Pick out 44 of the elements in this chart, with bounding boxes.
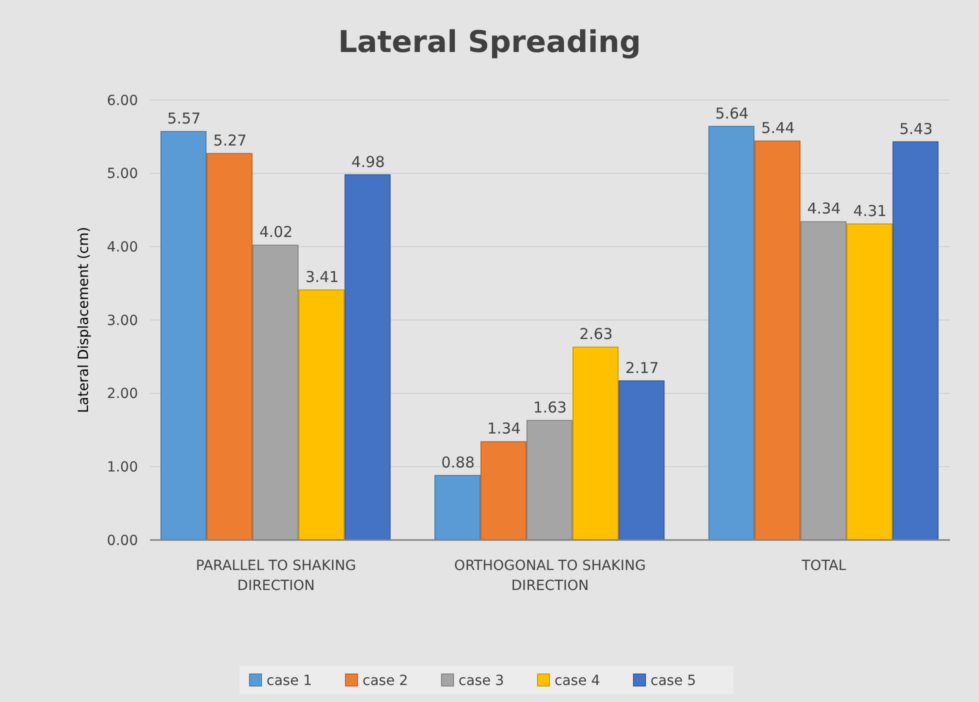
y-tick-label: 2.00 [106, 386, 138, 402]
data-label: 5.64 [715, 104, 749, 122]
y-axis-title: Lateral Displacement (cm) [76, 226, 92, 414]
bar [480, 441, 526, 540]
legend-label: case 3 [458, 672, 504, 689]
data-label: 5.57 [167, 110, 201, 128]
data-label: 1.34 [487, 420, 521, 438]
data-label: 5.27 [213, 132, 247, 150]
y-tick-label: 1.00 [106, 460, 138, 476]
bar [892, 141, 939, 540]
data-label: 4.02 [259, 223, 293, 242]
bar [618, 380, 665, 540]
legend-label: case 5 [650, 672, 696, 689]
data-label: 5.43 [899, 120, 933, 138]
y-tick-label: 6.00 [106, 92, 138, 109]
y-tick-label: 4.00 [106, 240, 138, 256]
x-tick-label: PARALLEL TO SHAKING DIRECTION [196, 558, 356, 594]
bar [160, 131, 206, 540]
data-label: 4.31 [853, 202, 887, 220]
bar [572, 346, 619, 540]
chart-title: Lateral Spreading [338, 25, 641, 60]
bar [846, 223, 893, 540]
data-label: 3.41 [305, 268, 339, 286]
bar [434, 474, 480, 540]
legend-label: case 1 [266, 672, 312, 689]
data-label: 4.34 [807, 200, 841, 218]
data-label: 4.98 [351, 152, 385, 171]
x-tick-label: TOTAL [800, 558, 846, 574]
x-tick-label: ORTHOGONAL TO SHAKING DIRECTION [454, 558, 646, 594]
data-label: 1.63 [533, 398, 567, 416]
data-label: 2.63 [579, 325, 613, 344]
data-label: 0.88 [441, 453, 475, 472]
y-tick-label: 3.00 [106, 312, 138, 329]
y-tick-label: 0.00 [106, 532, 138, 549]
bar [754, 140, 800, 540]
data-label: 2.17 [625, 358, 659, 377]
legend-label: case 4 [554, 672, 600, 689]
bar [298, 289, 345, 540]
y-tick-label: 5.00 [106, 166, 138, 182]
bar [206, 153, 253, 540]
data-label: 5.44 [761, 119, 795, 138]
bar [344, 174, 391, 540]
bar [708, 126, 754, 540]
legend-label: case 2 [362, 672, 408, 689]
